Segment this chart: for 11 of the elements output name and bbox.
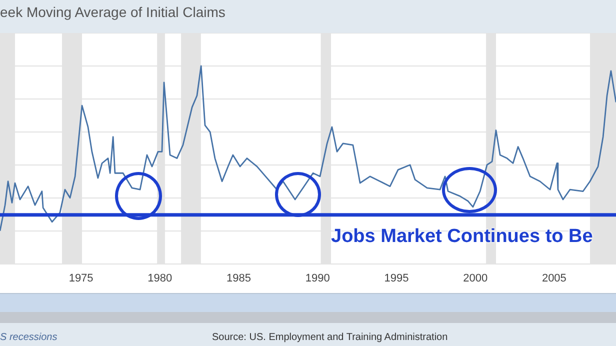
x-tick-label: 1985 xyxy=(226,272,252,284)
x-tick-label: 1995 xyxy=(384,272,409,284)
x-tick-label: 1975 xyxy=(68,272,94,284)
text: S recessions xyxy=(0,332,58,343)
x-tick-label: 1990 xyxy=(305,272,330,284)
annotation: Jobs Market Continues to Be xyxy=(331,226,593,248)
x-tick-label: 1980 xyxy=(148,272,172,284)
source-note: Source: US. Employment and Training Administration xyxy=(212,332,448,343)
chart-title: eek Moving Average of Initial Claims xyxy=(0,4,226,20)
x-tick-label: 2005 xyxy=(542,272,566,284)
x-tick-label: 2000 xyxy=(463,272,488,284)
